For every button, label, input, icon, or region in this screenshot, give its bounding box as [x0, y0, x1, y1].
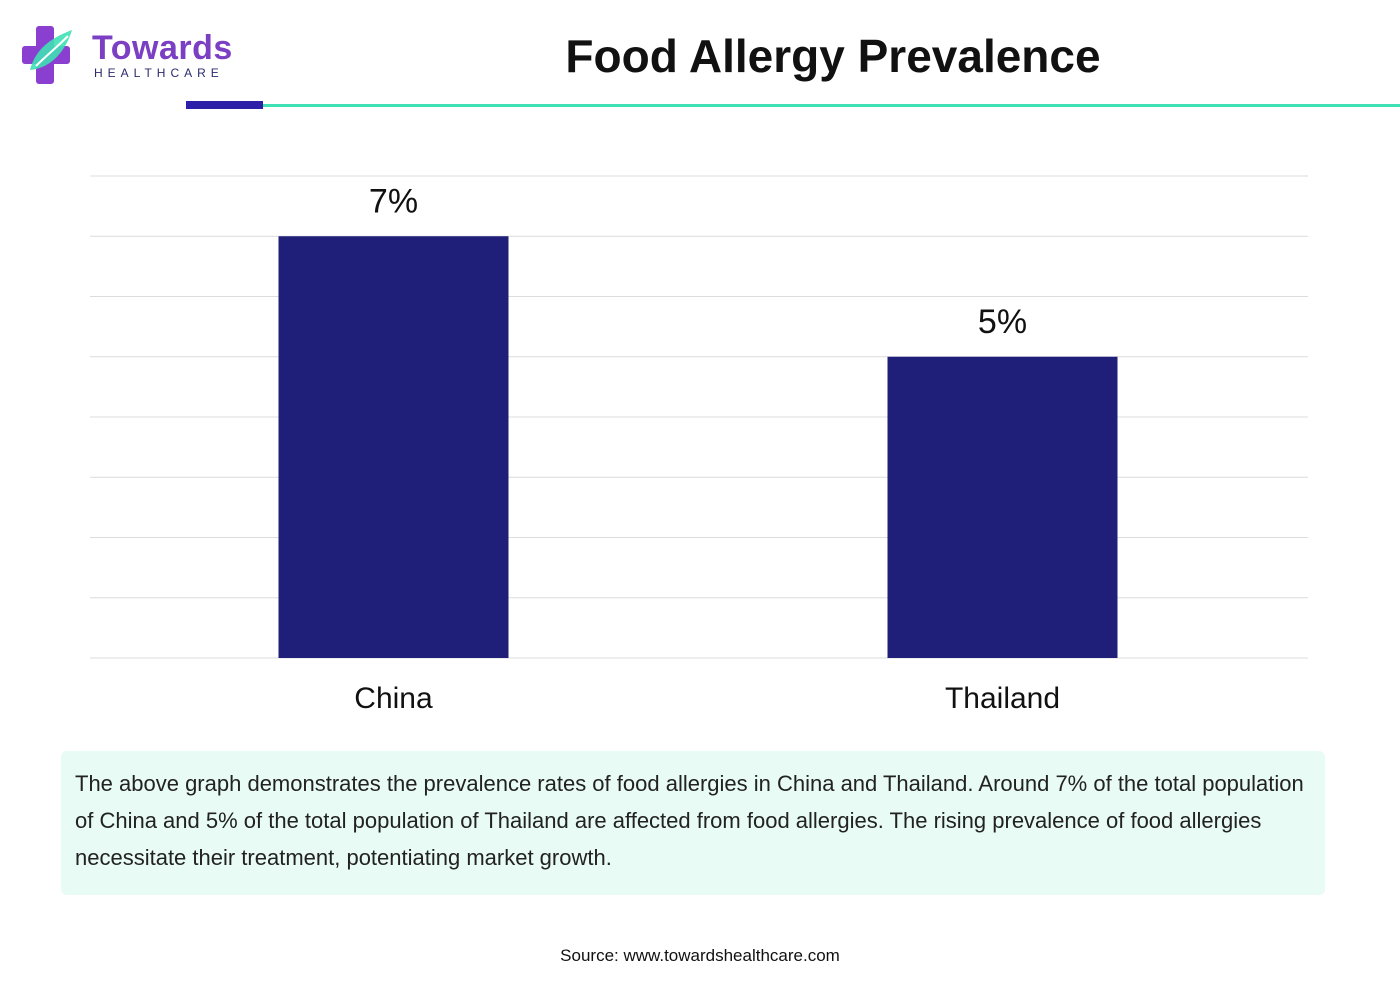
brand-logo: Towards HEALTHCARE — [22, 26, 242, 86]
data-label-china: 7% — [369, 182, 418, 220]
medical-cross-icon — [22, 26, 72, 84]
header-accent-bar — [186, 101, 263, 109]
x-tick-label-thailand: Thailand — [945, 682, 1060, 715]
header-divider — [263, 104, 1400, 107]
x-tick-label-china: China — [354, 682, 433, 715]
description-text: The above graph demonstrates the prevale… — [75, 771, 1304, 870]
bar-china — [278, 236, 509, 658]
brand-name: Towards — [92, 29, 233, 67]
bar-thailand — [887, 356, 1118, 658]
chart-title: Food Allergy Prevalence — [565, 30, 1101, 82]
source-note: Source: www.towardshealthcare.com — [560, 946, 840, 965]
bar-chart: 7% China 5% Thailand — [90, 175, 1308, 715]
brand-subtitle: HEALTHCARE — [94, 66, 224, 80]
data-label-thailand: 5% — [978, 303, 1027, 341]
description-box: The above graph demonstrates the prevale… — [61, 751, 1325, 895]
